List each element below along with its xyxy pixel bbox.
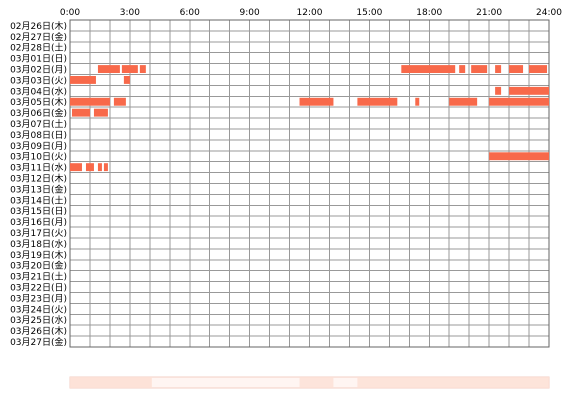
activity-bar [357, 97, 398, 106]
activity-bar [85, 163, 94, 172]
x-tick-label: 18:00 [416, 8, 442, 18]
summary-segment [299, 377, 334, 388]
summary-segment [70, 377, 152, 388]
row-label: 03月04日(水) [10, 85, 67, 97]
x-tick-label: 3:00 [120, 8, 140, 18]
grid [69, 19, 550, 348]
activity-bar [123, 76, 130, 84]
x-tick-label: 0:00 [60, 8, 80, 18]
row-label: 03月08日(日) [10, 130, 67, 141]
row-label: 03月19日(木) [10, 249, 67, 261]
activity-bar [449, 97, 478, 106]
row-label: 03月05日(木) [10, 96, 67, 108]
x-axis-ticks: 0:00 3:00 6:00 9:00 12:00 15:00 18:00 21:00 24:0… [60, 8, 562, 18]
activity-bar [459, 65, 466, 73]
row-label: 03月14日(土) [10, 194, 67, 206]
row-label: 03月18日(水) [10, 238, 67, 250]
row-label: 03月03日(火) [10, 75, 67, 86]
row-label: 03月07日(土) [10, 118, 67, 130]
activity-bar [489, 152, 549, 161]
x-tick-label: 24:00 [536, 8, 562, 18]
row-label: 03月12日(木) [10, 173, 67, 185]
activity-bar [113, 97, 126, 106]
activity-bar [121, 65, 138, 73]
row-label: 02月28日(土) [10, 42, 67, 54]
row-label: 03月13日(金) [10, 183, 67, 195]
x-tick-label: 21:00 [476, 8, 502, 18]
row-label: 03月23日(月) [10, 293, 67, 304]
activity-bar [139, 65, 146, 73]
row-label: 02月27日(金) [10, 31, 67, 43]
row-label: 03月24日(火) [10, 304, 67, 315]
plot-border [69, 19, 550, 348]
row-label: 03月21日(土) [10, 271, 67, 283]
activity-bar [495, 65, 502, 73]
row-label: 03月15日(日) [10, 206, 67, 217]
activity-bar [70, 163, 82, 172]
row-label: 03月20日(金) [10, 260, 67, 272]
activity-bar [495, 86, 502, 95]
row-label: 03月01日(日) [10, 54, 67, 65]
row-label: 03月22日(日) [10, 283, 67, 294]
summary-bar [69, 376, 550, 389]
row-label: 03月11日(水) [10, 162, 67, 174]
activity-bar [93, 108, 108, 117]
x-tick-label: 6:00 [180, 8, 200, 18]
row-labels: 02月26日(木)02月27日(金)02月28日(土)03月01日(日)03月0… [10, 20, 67, 348]
activity-bar [97, 65, 120, 73]
activity-bar [103, 163, 108, 172]
activity-bar [415, 97, 420, 106]
activity-bar [299, 97, 334, 106]
x-tick-label: 15:00 [356, 8, 382, 18]
x-tick-label: 12:00 [297, 8, 323, 18]
activity-bar [529, 65, 548, 73]
row-label: 03月10日(火) [10, 152, 67, 163]
activity-bar [71, 108, 90, 117]
row-label: 03月25日(水) [10, 314, 67, 326]
row-label: 03月26日(木) [10, 325, 67, 337]
row-label: 03月16日(月) [10, 217, 67, 228]
activity-bar [97, 163, 102, 172]
row-label: 03月27日(金) [10, 336, 67, 348]
row-label: 03月09日(月) [10, 141, 67, 152]
activity-bar [471, 65, 488, 73]
activity-bar [401, 65, 456, 73]
row-label: 03月06日(金) [10, 107, 67, 119]
row-label: 02月26日(木) [10, 20, 67, 32]
activity-bar [70, 76, 96, 84]
summary-segment [357, 377, 549, 388]
activity-bar [70, 97, 110, 106]
row-label: 03月02日(月) [10, 65, 67, 76]
x-tick-label: 9:00 [240, 8, 260, 18]
activity-bar [509, 65, 524, 73]
row-label: 03月17日(火) [10, 228, 67, 239]
activity-bars [70, 65, 549, 172]
activity-bar [509, 86, 549, 95]
activity-bar [489, 97, 549, 106]
